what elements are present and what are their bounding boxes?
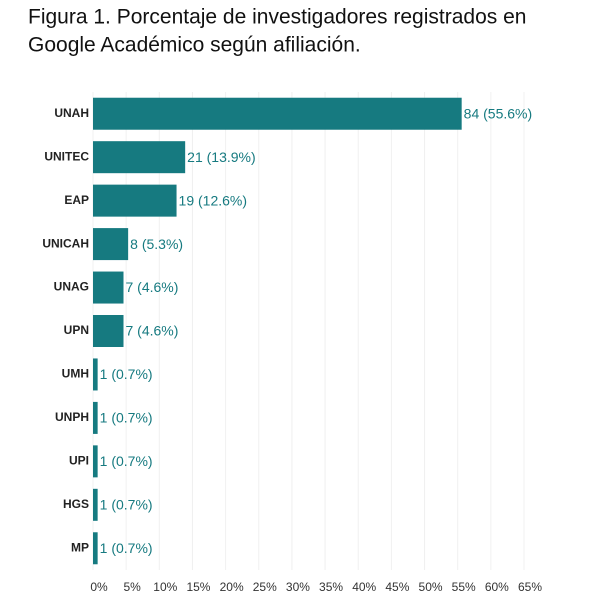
y-tick-label: EAP [64,193,89,207]
data-label: 1 (0.7%) [100,366,153,382]
bar [93,445,98,478]
bar [93,358,98,391]
y-tick-label: UPN [64,323,89,337]
y-tick-label: UNAH [54,106,89,120]
chart-title: Google Académico según afiliación. [28,34,361,57]
data-label: 19 (12.6%) [179,192,247,208]
x-tick-label: 60% [485,580,509,594]
y-tick-label: UMH [62,367,89,381]
x-tick-label: 55% [452,580,476,594]
bar [93,315,124,347]
data-label: 7 (4.6%) [126,279,179,295]
x-tick-label: 50% [419,580,443,594]
x-tick-label: 65% [518,580,542,594]
x-tick-label: 20% [220,580,244,594]
x-tick-label: 45% [385,580,409,594]
data-label: 1 (0.7%) [100,540,153,556]
x-tick-label: 35% [319,580,343,594]
x-tick-label: 5% [123,580,141,594]
x-tick-label: 0% [90,580,108,594]
data-label: 1 (0.7%) [100,453,153,469]
bar [93,532,98,565]
data-label: 84 (55.6%) [464,105,532,121]
bar [93,228,129,261]
data-label: 21 (13.9%) [187,149,255,165]
bar [93,271,124,304]
bar [93,184,177,217]
bar [93,488,98,521]
data-label: 1 (0.7%) [100,497,153,513]
x-tick-label: 15% [186,580,210,594]
bar [93,97,462,130]
y-tick-label: UNICAH [42,236,89,250]
y-tick-label: UNPH [55,410,89,424]
y-tick-label: UPI [69,454,89,468]
y-tick-label: UNAG [54,280,89,294]
y-tick-label: MP [71,540,89,554]
x-tick-label: 30% [286,580,310,594]
x-tick-label: 40% [352,580,376,594]
y-tick-label: UNITEC [44,149,89,163]
data-label: 7 (4.6%) [126,323,179,339]
bar [93,141,186,174]
y-tick-label: HGS [63,497,89,511]
bar [93,401,98,434]
x-tick-label: 10% [153,580,177,594]
x-tick-label: 25% [253,580,277,594]
data-label: 8 (5.3%) [130,236,183,252]
chart-title: Figura 1. Porcentaje de investigadores r… [28,6,526,29]
data-label: 1 (0.7%) [100,410,153,426]
